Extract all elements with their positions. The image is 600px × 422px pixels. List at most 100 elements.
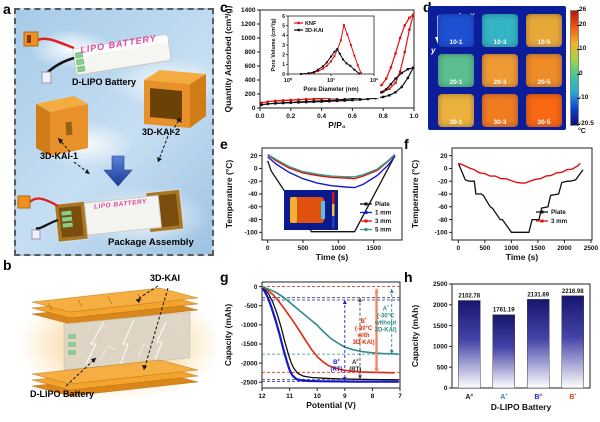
chart-cooling-staircase: 0 500 1000 1500 2000 2500 20 0 -20 -40 -60 -80 -100 T… [410, 147, 599, 262]
svg-text:Capacity (mAh): Capacity (mAh) [223, 304, 233, 367]
svg-text:Quantity Adsorbed (cm³/g): Quantity Adsorbed (cm³/g) [223, 5, 233, 112]
svg-text:500: 500 [479, 245, 490, 252]
svg-text:2500: 2500 [584, 245, 599, 252]
svg-text:0.4: 0.4 [317, 113, 326, 120]
svg-text:Temperature (°C): Temperature (°C) [224, 160, 234, 229]
svg-text:8: 8 [371, 393, 375, 400]
svg-text:2000: 2000 [557, 245, 572, 252]
svg-text:-60: -60 [438, 204, 448, 211]
red-wire [37, 37, 75, 50]
down-arrow-icon [103, 155, 133, 187]
svg-text:400: 400 [245, 77, 256, 84]
kai1-label: 3D-KAI-1 [40, 151, 79, 161]
svg-text:3D-KAI): 3D-KAI) [375, 327, 397, 333]
svg-text:-1000: -1000 [241, 322, 258, 329]
chart-adsorption-isotherm: 0.0 0.2 0.4 0.6 0.8 1.0 0 200 400 600 800 1000 1200 1… [223, 5, 419, 130]
panel-a-letter: a [3, 1, 11, 17]
svg-text:Time (s): Time (s) [506, 252, 539, 262]
panel-b-drawing [18, 285, 222, 400]
dlipo-battery-label: D-LIPO Battery [72, 77, 137, 87]
svg-text:10¹: 10¹ [327, 77, 335, 84]
colorbar-unit: °C [578, 128, 586, 135]
inset-series-KNF [300, 23, 362, 75]
thermal-image-panel: x y 10-110-310-520-120-320-530-130-330-5… [428, 6, 600, 140]
svg-text:1: 1 [282, 62, 285, 68]
thermal-sample-10-5: 10-5 [526, 14, 562, 47]
svg-text:-2000: -2000 [241, 360, 258, 367]
svg-text:B*: B* [361, 316, 367, 325]
thermal-sample-30-3: 30-3 [482, 94, 518, 127]
svg-text:3: 3 [282, 43, 285, 49]
series-3 mm [458, 162, 581, 184]
bar-B* [561, 295, 584, 389]
svg-text:3D-KAI: 3D-KAI [305, 28, 324, 34]
svg-text:-2500: -2500 [241, 379, 258, 386]
svg-text:A*: A* [500, 393, 507, 402]
series-B* (-30°C with 3D-KAI) [261, 285, 395, 374]
svg-text:0.6: 0.6 [348, 113, 357, 120]
kai-label: 3D-KAI [150, 273, 181, 283]
svg-text:1500: 1500 [366, 245, 381, 252]
svg-text:500: 500 [437, 364, 448, 371]
svg-text:-20: -20 [438, 178, 448, 185]
svg-text:Temperature (°C): Temperature (°C) [410, 160, 420, 229]
svg-text:0: 0 [282, 72, 285, 78]
colorbar-tick: -20.5 [579, 120, 594, 127]
panel-a-drawing [17, 31, 206, 243]
svg-text:1000: 1000 [331, 245, 346, 252]
svg-text:0: 0 [444, 166, 448, 173]
svg-text:-40: -40 [248, 191, 258, 198]
package-assembly-label: Package Assembly [108, 237, 194, 248]
panel-g-letter: g [220, 269, 229, 285]
svg-text:-100: -100 [244, 230, 257, 237]
svg-text:1000: 1000 [241, 35, 256, 42]
y-axis-label: y [431, 46, 436, 55]
svg-text:20: 20 [250, 153, 258, 160]
svg-text:2131.69: 2131.69 [527, 292, 549, 298]
svg-text:A#: A# [465, 393, 473, 402]
panel-b-letter: b [3, 257, 12, 273]
temperature-colorbar [570, 10, 579, 126]
svg-text:1500: 1500 [531, 245, 546, 252]
svg-text:Plate: Plate [375, 201, 390, 208]
thermal-sample-20-3: 20-3 [482, 54, 518, 87]
series-B# (RT) [261, 287, 399, 383]
svg-text:Time (s): Time (s) [316, 252, 349, 262]
dlipo-battery-body [63, 311, 191, 371]
colorbar-tick: 26 [579, 6, 587, 13]
svg-text:D-LIPO Battery: D-LIPO Battery [491, 402, 552, 412]
panel-b-illustration: 3D-KAI D-LIPO Battery [8, 272, 222, 420]
panel-a-illustration: LIPO BATTERY D-LIPO Battery 3D-KAI-1 3D-… [14, 8, 214, 256]
svg-text:P/P₀: P/P₀ [328, 120, 346, 130]
svg-text:0: 0 [444, 385, 448, 392]
svg-text:20: 20 [440, 153, 448, 160]
lightning-lines [85, 319, 167, 367]
svg-text:9: 9 [343, 393, 347, 400]
svg-text:2102.78: 2102.78 [458, 294, 480, 300]
svg-text:0: 0 [457, 245, 461, 252]
svg-text:-80: -80 [248, 217, 258, 224]
svg-text:0: 0 [252, 105, 256, 112]
svg-text:5 mm: 5 mm [375, 227, 392, 234]
svg-text:Potential (V): Potential (V) [306, 400, 356, 410]
svg-text:-100: -100 [434, 230, 447, 237]
svg-text:4: 4 [282, 33, 285, 39]
svg-text:10²: 10² [370, 77, 378, 84]
chart-cooling-thickness: 0 500 1000 1500 20 0 -20 -40 -60 -80 -100 Time (s) T… [224, 147, 403, 262]
svg-text:Pore Volume (cm³/g): Pore Volume (cm³/g) [270, 18, 277, 71]
dlipo-battery-label: D-LIPO Battery [30, 389, 95, 399]
thermal-sample-10-3: 10-3 [482, 14, 518, 47]
svg-text:3 mm: 3 mm [375, 218, 392, 225]
svg-text:-80: -80 [438, 217, 448, 224]
svg-text:with: with [357, 333, 370, 339]
svg-text:0: 0 [254, 166, 258, 173]
thermal-sample-20-1: 20-1 [438, 54, 474, 87]
bar-B# [527, 299, 550, 389]
colorbar-tick: 0 [579, 69, 583, 77]
svg-text:2: 2 [282, 52, 285, 58]
svg-text:KNF: KNF [305, 21, 317, 27]
svg-text:1761.19: 1761.19 [493, 308, 515, 314]
thermal-sample-20-5: 20-5 [526, 54, 562, 87]
svg-text:2500: 2500 [433, 281, 448, 288]
